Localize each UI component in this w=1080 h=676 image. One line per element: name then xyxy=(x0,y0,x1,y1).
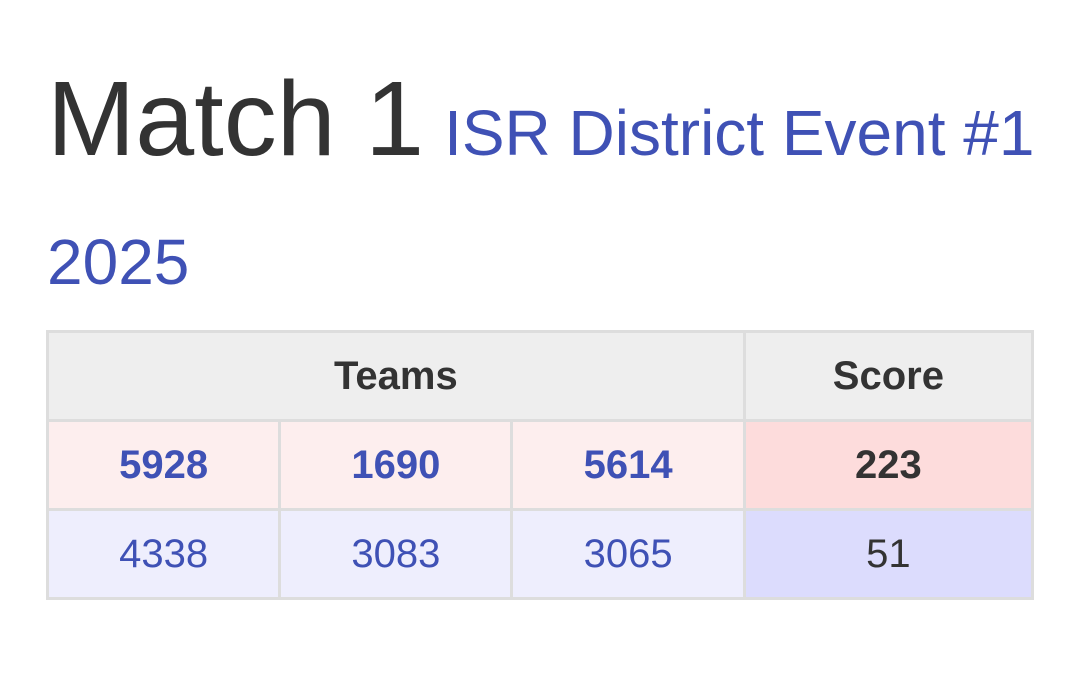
score-header: Score xyxy=(742,330,1035,422)
blue-alliance-row: 4338 3083 3065 51 xyxy=(45,508,1035,600)
heading: Match 1 ISR District Event #1 2025 xyxy=(47,60,1037,332)
score: 51 xyxy=(742,508,1035,600)
match-title: Match 1 xyxy=(47,60,425,178)
header-row: Teams Score xyxy=(46,330,1035,422)
red-alliance-row: 5928 1690 5614 223 xyxy=(45,419,1035,511)
team[interactable]: 3065 xyxy=(510,508,746,600)
team[interactable]: 3083 xyxy=(278,508,514,600)
team[interactable]: 5614 xyxy=(510,419,746,511)
team[interactable]: 1690 xyxy=(278,419,514,511)
team[interactable]: 5928 xyxy=(45,419,282,511)
teams-header: Teams xyxy=(46,330,746,422)
match-table: Teams Score 5928 1690 5614 223 4338 3083… xyxy=(45,330,1035,600)
score: 223 xyxy=(742,419,1035,511)
team[interactable]: 4338 xyxy=(45,508,282,600)
event-link[interactable]: ISR District Event #1 2025 xyxy=(47,97,1035,298)
